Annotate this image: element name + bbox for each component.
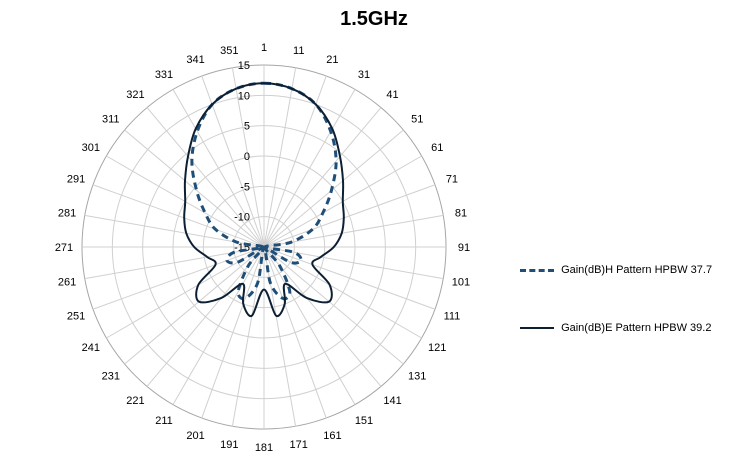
grid-spoke	[92, 184, 265, 248]
angle-tick-label: 221	[126, 395, 144, 407]
angle-tick-label: 141	[383, 395, 401, 407]
angle-tick-label: 341	[186, 54, 204, 66]
radial-tick-label: 10	[238, 90, 250, 102]
series-e-pattern-line	[183, 82, 345, 318]
angle-tick-label: 211	[155, 415, 173, 427]
angle-tick-label: 311	[102, 113, 120, 125]
grid-spoke	[263, 246, 444, 280]
angle-tick-label: 131	[408, 371, 426, 383]
angle-tick-label: 31	[358, 69, 370, 81]
angle-tick-label: 331	[155, 69, 173, 81]
radial-tick-label: -10	[234, 212, 250, 224]
legend-swatch-solid	[520, 327, 554, 330]
angle-tick-labels: 1 112131415161718191101111121131141151161…	[55, 42, 470, 454]
grid-spoke	[92, 246, 265, 310]
grid-spoke	[124, 129, 265, 248]
angle-tick-label: 81	[455, 207, 467, 219]
radial-tick-label: 5	[244, 121, 250, 133]
angle-tick-label: 261	[58, 277, 76, 289]
angle-tick-label: 51	[411, 113, 423, 125]
angle-tick-label: 161	[323, 430, 341, 442]
angle-tick-label: 301	[82, 142, 100, 154]
grid-spoke	[263, 246, 404, 365]
angle-tick-label: 101	[452, 277, 470, 289]
angle-tick-label: 121	[428, 342, 446, 354]
grid-spoke	[263, 246, 422, 339]
grid-spoke	[231, 67, 265, 248]
angle-tick-label: 201	[186, 430, 204, 442]
angle-tick-label: 231	[102, 371, 120, 383]
grid-spoke	[263, 107, 382, 248]
grid-spoke	[263, 246, 356, 405]
grid-spoke	[172, 246, 265, 405]
angle-tick-label: 171	[290, 439, 308, 451]
grid-spoke	[146, 246, 265, 387]
angle-tick-label: 21	[326, 54, 338, 66]
angle-tick-label: 291	[67, 174, 85, 186]
angle-tick-label: 251	[67, 310, 85, 322]
radial-tick-label: 15	[238, 60, 250, 72]
grid-spoke	[263, 184, 436, 248]
series-h-pattern-line	[190, 81, 338, 301]
grid-spoke	[263, 129, 404, 248]
grid-spoke	[263, 67, 297, 248]
radial-tick-label: -5	[240, 181, 250, 193]
grid-spoke	[263, 246, 297, 427]
series-traces	[183, 81, 345, 318]
radial-tick-label: 0	[244, 151, 250, 163]
grid-spoke	[263, 246, 327, 419]
angle-tick-label: 321	[126, 89, 144, 101]
angle-tick-label: 271	[55, 242, 73, 254]
grid-spoke	[146, 107, 265, 248]
angle-tick-label: 1	[261, 42, 267, 54]
legend-entry-h: Gain(dB)H Pattern HPBW 37.7	[520, 264, 712, 276]
grid-spoke	[201, 246, 265, 419]
legend-entry-e: Gain(dB)E Pattern HPBW 39.2	[520, 322, 711, 334]
angle-tick-label: 151	[355, 415, 373, 427]
legend-label-h: Gain(dB)H Pattern HPBW 37.7	[561, 264, 713, 276]
grid-spoke	[263, 246, 436, 310]
grid-spoke	[263, 214, 444, 248]
angle-tick-label: 11	[293, 45, 304, 57]
angle-tick-label: 71	[446, 174, 458, 186]
angle-tick-label: 61	[431, 142, 443, 154]
angle-tick-label: 281	[58, 207, 76, 219]
angle-tick-label: 111	[444, 310, 461, 322]
grid-spoke	[172, 89, 265, 248]
legend-swatch-dashed	[520, 268, 554, 272]
angle-tick-label: 191	[220, 439, 238, 451]
angle-tick-label: 91	[458, 242, 470, 254]
angle-tick-label: 181	[255, 442, 273, 454]
angle-tick-label: 241	[82, 342, 100, 354]
grid-spoke	[124, 246, 265, 365]
grid-spoke	[263, 89, 356, 248]
grid-spoke	[231, 246, 265, 427]
angle-tick-label: 41	[386, 89, 398, 101]
chart-title: 1.5GHz	[340, 8, 408, 30]
legend-label-e: Gain(dB)E Pattern HPBW 39.2	[561, 322, 712, 334]
angle-tick-label: 351	[220, 45, 238, 57]
